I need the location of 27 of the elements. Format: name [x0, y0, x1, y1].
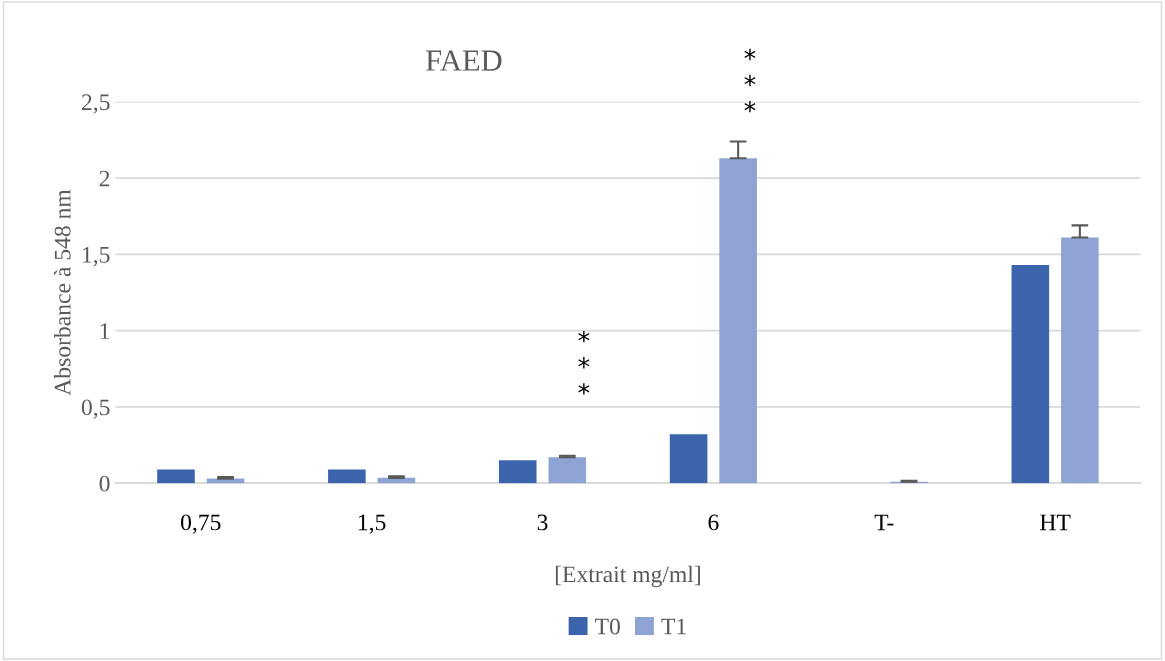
- bar: [328, 469, 366, 484]
- x-axis-title: [Extrait mg/ml]: [555, 565, 700, 588]
- x-tick-label: T-: [874, 514, 894, 531]
- legend-label: T1: [661, 618, 686, 635]
- y-tick-label: 0: [99, 475, 110, 492]
- x-tick-label: 1,5: [358, 514, 386, 534]
- x-tick-label: 6: [708, 514, 719, 531]
- y-tick-label: 1,5: [83, 246, 110, 267]
- bar: [498, 460, 537, 484]
- y-tick-label: 2: [99, 170, 110, 187]
- x-tick-label: HT: [1040, 514, 1071, 531]
- legend-label: T0: [595, 618, 620, 635]
- y-tick-label: 2,5: [82, 94, 110, 114]
- bar: [719, 158, 757, 484]
- bar: [548, 457, 587, 484]
- y-tick-label: 0,5: [81, 399, 110, 419]
- chart-title: FAED: [426, 50, 502, 71]
- annotation: * * *: [578, 330, 590, 395]
- annotation: * * *: [744, 48, 756, 113]
- bar: [669, 434, 708, 484]
- y-axis-title: Absorbance à 548 nm: [53, 189, 71, 396]
- x-tick-label: 0,75: [181, 514, 221, 534]
- bar: [157, 469, 195, 484]
- bar: [1011, 265, 1050, 484]
- bar: [1061, 237, 1099, 484]
- y-tick-label: 1: [100, 323, 110, 339]
- x-tick-label: 3: [537, 514, 548, 531]
